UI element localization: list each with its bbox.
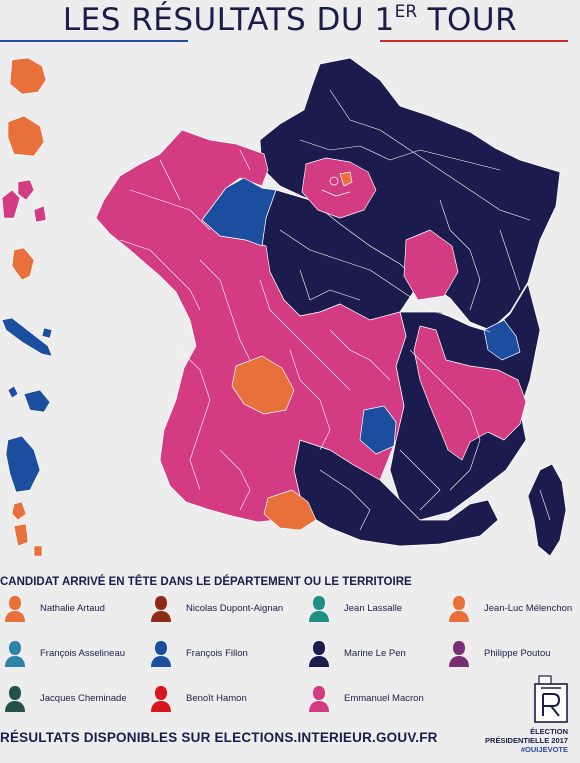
results-map (1, 57, 567, 557)
region-seine-st-denis-melenchon (339, 171, 353, 187)
legend-item: Philippe Poutou (448, 638, 551, 668)
legend-label: Jean Lassalle (344, 602, 403, 614)
territory-wf (33, 545, 43, 557)
metropolitan-france (95, 57, 567, 557)
legend-item: François Asselineau (4, 638, 125, 668)
region-massif-fillon (359, 405, 397, 455)
territory-guadeloupe-3 (33, 205, 47, 223)
legend-item: Emmanuel Macron (308, 683, 424, 713)
candidate-person-icon (309, 686, 329, 712)
territory-new-caledonia (1, 317, 53, 357)
legend-item: Benoît Hamon (150, 683, 247, 713)
legend-item: Marine Le Pen (308, 638, 406, 668)
legend-label: Nathalie Artaud (40, 602, 105, 614)
legend-item: Nicolas Dupont-Aignan (150, 593, 283, 623)
legend-label: Philippe Poutou (484, 647, 551, 659)
region-burgundy-macron (403, 229, 459, 301)
candidate-person-icon (309, 641, 329, 667)
legend-item: François Fillon (150, 638, 248, 668)
legend-item: Jean Lassalle (308, 593, 402, 623)
title-rule-blue (0, 40, 188, 42)
territory-polynesia-2 (23, 389, 51, 413)
territory-martinique (11, 247, 35, 281)
legend-label: Jacques Cheminade (40, 692, 127, 704)
legend-label: François Asselineau (40, 647, 126, 659)
candidate-person-icon (449, 641, 469, 667)
legend-label: Benoît Hamon (186, 692, 247, 704)
region-loire-fillon (201, 177, 277, 247)
ballot-box-logo-icon (534, 675, 568, 723)
legend-item: Nathalie Artaud (4, 593, 105, 623)
brand-line-1: ÉLECTION (530, 727, 568, 736)
region-savoie-fillon (483, 319, 521, 361)
territory-wallis (41, 327, 53, 339)
overseas-territories (1, 57, 53, 557)
territory-spm (11, 501, 27, 521)
legend-label: Jean-Luc Mélenchon (484, 602, 573, 614)
territory-guadeloupe-2 (17, 179, 35, 201)
legend-label: Emmanuel Macron (344, 692, 424, 704)
candidate-person-icon (5, 596, 25, 622)
legend-label: Marine Le Pen (344, 647, 406, 659)
legend-label: Nicolas Dupont-Aignan (186, 602, 284, 614)
territory-spm-2 (13, 523, 29, 547)
region-idf-macron (301, 157, 377, 219)
region-pyrenees-melenchon (263, 489, 317, 531)
legend-item: Jean-Luc Mélenchon (448, 593, 572, 623)
candidate-person-icon (151, 596, 171, 622)
brand-hashtag: #OUIJEVOTE (520, 745, 568, 754)
paris-region-detail (321, 176, 351, 197)
candidate-person-icon (309, 596, 329, 622)
region-alps-macron (413, 325, 527, 461)
candidate-person-icon (449, 596, 469, 622)
region-corsica (527, 463, 567, 557)
candidate-person-icon (5, 686, 25, 712)
title-rule-red (380, 40, 568, 42)
legend-item: Jacques Cheminade (4, 683, 127, 713)
territory-polynesia (7, 385, 19, 399)
department-borders (119, 89, 551, 531)
legend-title: CANDIDAT ARRIVÉ EN TÊTE DANS LE DÉPARTEM… (0, 576, 412, 588)
map-title: LES RÉSULTATS DU 1ER TOUR (62, 2, 518, 38)
candidate-person-icon (5, 641, 25, 667)
election-brand: ÉLECTION PRÉSIDENTIELLE 2017 #OUIJEVOTE (485, 727, 568, 754)
region-limousin-melenchon (231, 355, 295, 415)
territory-reunion (9, 57, 47, 95)
territory-guyane (7, 115, 45, 157)
territory-guadeloupe (1, 189, 21, 219)
candidate-person-icon (151, 686, 171, 712)
legend-label: François Fillon (186, 647, 248, 659)
candidate-person-icon (151, 641, 171, 667)
territory-mayotte (5, 435, 41, 493)
brand-line-2: PRÉSIDENTIELLE 2017 (485, 736, 568, 745)
footer-link-text: RÉSULTATS DISPONIBLES SUR ELECTIONS.INTE… (0, 730, 438, 745)
